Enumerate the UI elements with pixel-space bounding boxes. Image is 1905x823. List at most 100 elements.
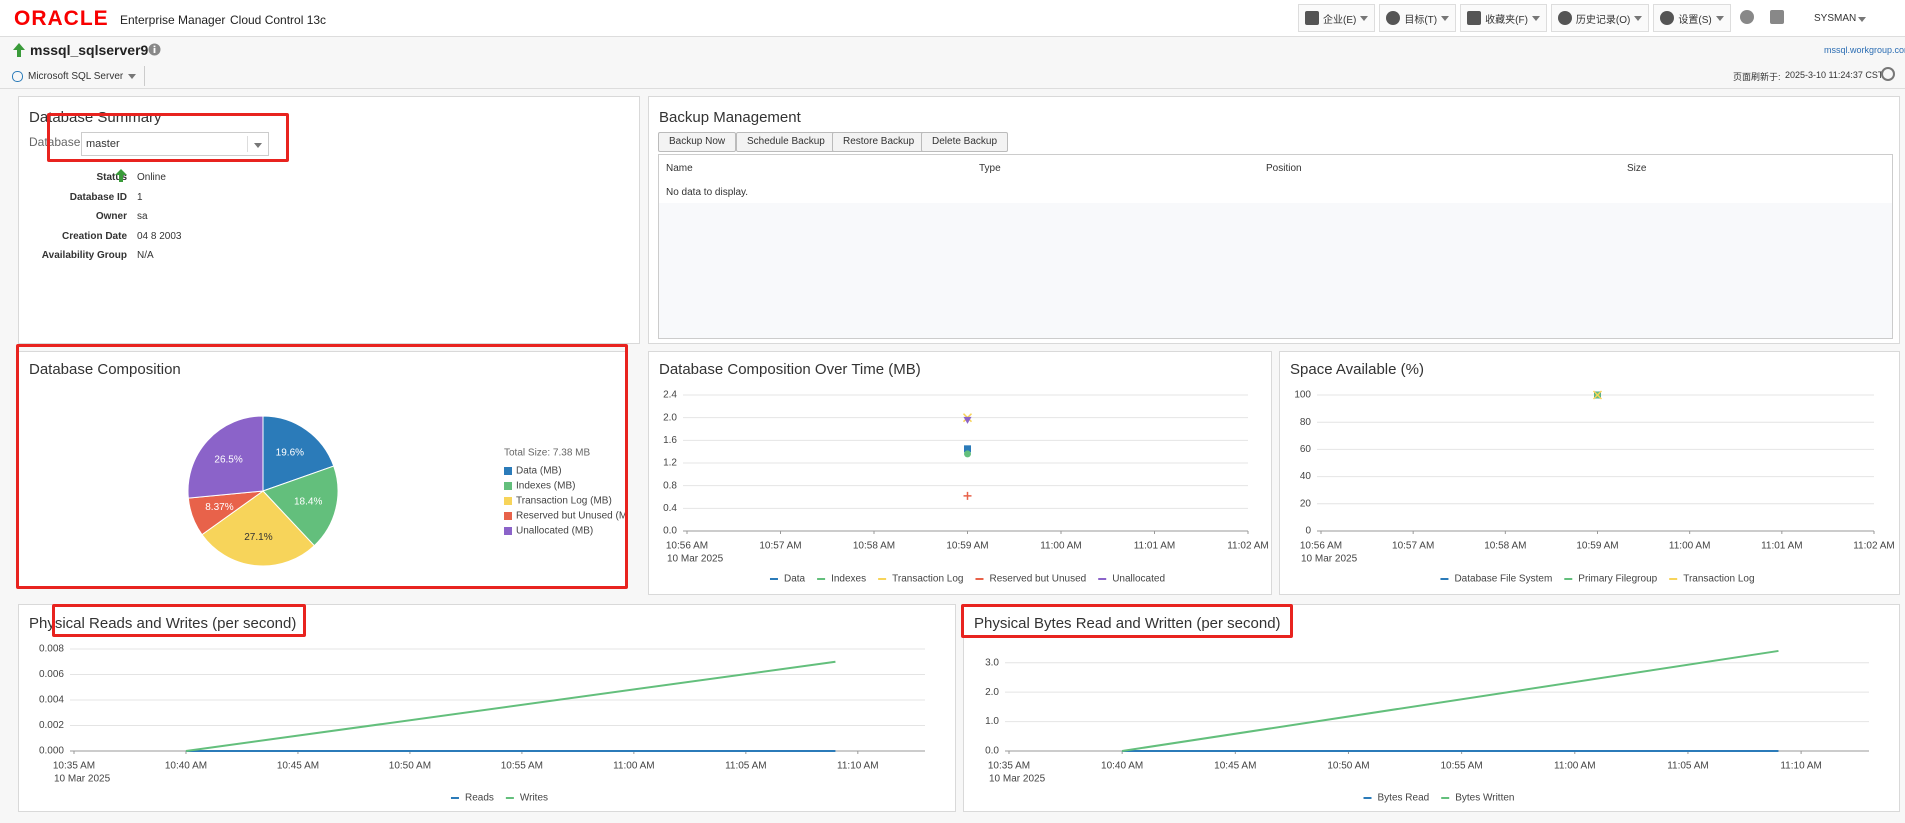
legend-label: Primary Filegroup [1578,574,1657,585]
column-header[interactable]: Name [666,163,693,174]
logo[interactable]: ORACLE [14,7,109,30]
y-tick-label: 0.008 [39,644,64,655]
legend-label: Data [784,574,806,585]
y-tick-label: 80 [1300,417,1312,428]
data-label: 8.37% [205,502,233,513]
x-tick-label: 10:58 AM [1484,541,1526,552]
y-tick-label: 1.2 [663,458,677,469]
y-tick-label: 0.000 [39,746,64,757]
x-tick-label: 11:05 AM [1667,761,1709,772]
x-tick-label: 11:05 AM [725,761,767,772]
button[interactable]: Schedule Backup [736,132,836,152]
field-label: Status [96,172,127,183]
x-tick-label: 10:58 AM [853,541,895,552]
legend-swatch [504,512,512,520]
legend-label: Data (MB) [516,466,562,477]
column-header[interactable]: Position [1266,163,1302,174]
bell-icon[interactable] [1770,10,1784,24]
y-tick-label: 20 [1300,498,1312,509]
y-tick-label: 3.0 [985,657,999,668]
x-tick-label: 10:55 AM [501,761,543,772]
refresh-icon[interactable] [1880,66,1896,82]
x-tick-label: 10:56 AM [666,541,708,552]
x-tick-label: 10:57 AM [1392,541,1434,552]
x-tick-label: 11:00 AM [1669,541,1711,552]
legend-label: Writes [520,793,548,804]
panel-title: Backup Management [659,109,801,126]
x-tick-label: 10:50 AM [1327,761,1369,772]
legend-label: Transaction Log [1683,574,1754,585]
user-menu[interactable]: SYSMAN [1814,13,1857,24]
x-tick-label: 10:57 AM [759,541,801,552]
x-tick-label: 11:00 AM [1554,761,1596,772]
x-tick-label: 10:35 AM [53,761,95,772]
legend-label: Unallocated (MB) [516,526,593,537]
column-header[interactable]: Size [1627,163,1647,174]
search-icon[interactable] [1740,10,1754,24]
chart-title: Database Composition Over Time (MB) [659,361,921,378]
chart-panel: Database Composition 19.6% 18.4% 27.1% 8.37%… [18,351,637,588]
button[interactable]: Backup Now [658,132,737,152]
menu-label: 收藏夹(F) [1485,14,1528,26]
chart-title: Physical Reads and Writes (per second) [29,615,296,632]
x-tick-label: 11:10 AM [1780,761,1822,772]
menu[interactable]: 历史记录(O) [1550,4,1650,32]
menu-label: 设置(S) [1678,14,1712,26]
header: ORACLE Enterprise Manager Cloud Control … [0,0,1905,37]
refresh-time: 2025-3-10 11:24:37 CST [1785,70,1884,80]
line-series [1122,649,1779,752]
field-value: 1 [137,192,143,203]
button[interactable]: Delete Backup [921,132,1009,152]
total-label: Total Size: 7.38 MB [504,448,590,459]
point [963,491,972,500]
highlight-box [16,344,628,589]
data-label: 27.1% [244,532,272,543]
y-tick-label: 0.8 [663,480,677,491]
refresh-label: 页面刷新于: [1733,72,1781,82]
field-label: Database ID [69,192,127,203]
database-summary: Database Summary Database master Status … [18,96,640,344]
x-tick-label: 10:45 AM [1214,761,1256,772]
data-label: 26.5% [214,454,242,465]
legend-label: Bytes Read [1378,793,1430,804]
x-tick-label: 10:35 AM [988,761,1030,772]
host-link[interactable]: mssql.workgroup.com [1824,45,1905,55]
legend-label: Transaction Log [892,574,963,585]
legend-label: Transaction Log (MB) [516,496,612,507]
select-label: Database [29,135,81,149]
data-label: 19.6% [276,448,304,459]
button[interactable]: Restore Backup [832,132,926,152]
legend-label: Reserved but Unused [989,574,1086,585]
database-select[interactable]: master [81,132,269,156]
pie-slice [262,465,339,547]
field-value: sa [137,211,148,222]
menu[interactable]: 收藏夹(F) [1460,4,1547,32]
highlight-box [47,113,289,162]
column-header[interactable]: Type [979,163,1001,174]
y-tick-label: 100 [1294,390,1311,401]
point [964,445,971,453]
type-menu[interactable]: Microsoft SQL Server [12,66,146,86]
x-tick-label: 11:01 AM [1761,541,1803,552]
y-tick-label: 0.0 [985,746,999,757]
x-tick-label: 10:50 AM [389,761,431,772]
chart-panel: Physical Bytes Read and Written (per sec… [963,604,1900,812]
y-tick-label: 0.4 [663,503,677,514]
info-icon[interactable] [148,43,161,56]
legend-swatch [504,497,512,505]
menu[interactable]: 企业(E) [1298,4,1376,32]
menu[interactable]: 目标(T) [1379,4,1457,32]
field-value: 04 8 2003 [137,231,182,242]
target-name: mssql_sqlserver9 [30,42,149,58]
x-tick-label: 10:45 AM [277,761,319,772]
x-tick-label: 10:55 AM [1440,761,1482,772]
summary-fields: Status Online Database ID 1 Owner sa Cre… [19,169,419,272]
field-label: Creation Date [61,231,127,242]
empty-message: No data to display. [666,187,749,198]
data-label: 18.4% [294,497,322,508]
highlight-box [52,604,306,637]
field-label: Availability Group [41,250,127,261]
y-tick-label: 0.006 [39,669,64,680]
menu[interactable]: 设置(S) [1653,4,1731,32]
chart: Physical Reads and Writes (per second) 0.… [29,615,925,804]
